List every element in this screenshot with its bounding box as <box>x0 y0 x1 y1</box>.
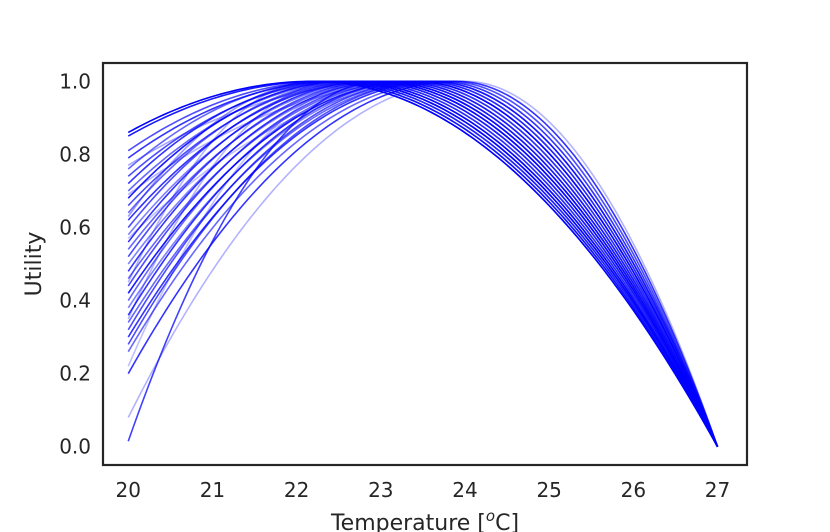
x-tick-label: 24 <box>452 478 477 502</box>
utility-curve <box>127 80 719 448</box>
utility-curve <box>127 80 719 448</box>
y-axis-ticks: 0.0 0.2 0.4 0.6 0.8 1.0 <box>59 69 91 458</box>
curve-group <box>127 80 719 448</box>
utility-curve <box>127 80 719 448</box>
x-tick-label: 21 <box>200 478 225 502</box>
y-tick-label: 0.0 <box>59 435 91 459</box>
utility-curve <box>127 80 719 448</box>
x-tick-label: 27 <box>705 478 730 502</box>
utility-curve <box>127 80 719 448</box>
x-tick-label: 20 <box>116 478 141 502</box>
x-tick-label: 25 <box>536 478 561 502</box>
utility-curve <box>127 80 719 448</box>
utility-curve <box>127 80 719 448</box>
utility-curve <box>127 80 719 448</box>
utility-curve <box>127 80 719 448</box>
y-tick-label: 0.8 <box>59 142 91 166</box>
plot-frame <box>101 61 749 467</box>
utility-curve <box>127 80 719 448</box>
y-tick-label: 1.0 <box>59 69 91 93</box>
x-axis-ticks: 20 21 22 23 24 25 26 27 <box>116 478 731 502</box>
utility-curve <box>127 80 719 448</box>
x-tick-label: 22 <box>284 478 309 502</box>
x-tick-label: 26 <box>621 478 646 502</box>
y-tick-label: 0.4 <box>59 289 91 313</box>
utility-curve <box>127 80 719 448</box>
utility-curve <box>127 80 719 448</box>
x-axis-label: Temperature [oC] <box>330 507 519 532</box>
utility-curve <box>127 80 719 448</box>
utility-curve <box>127 80 719 448</box>
utility-curve <box>127 80 719 448</box>
utility-curve <box>127 80 719 448</box>
utility-curve <box>127 80 719 448</box>
y-tick-label: 0.6 <box>59 215 91 239</box>
x-tick-label: 23 <box>368 478 393 502</box>
y-axis-label: Utility <box>22 232 47 297</box>
utility-curve <box>127 80 719 448</box>
y-tick-label: 0.2 <box>59 362 91 386</box>
